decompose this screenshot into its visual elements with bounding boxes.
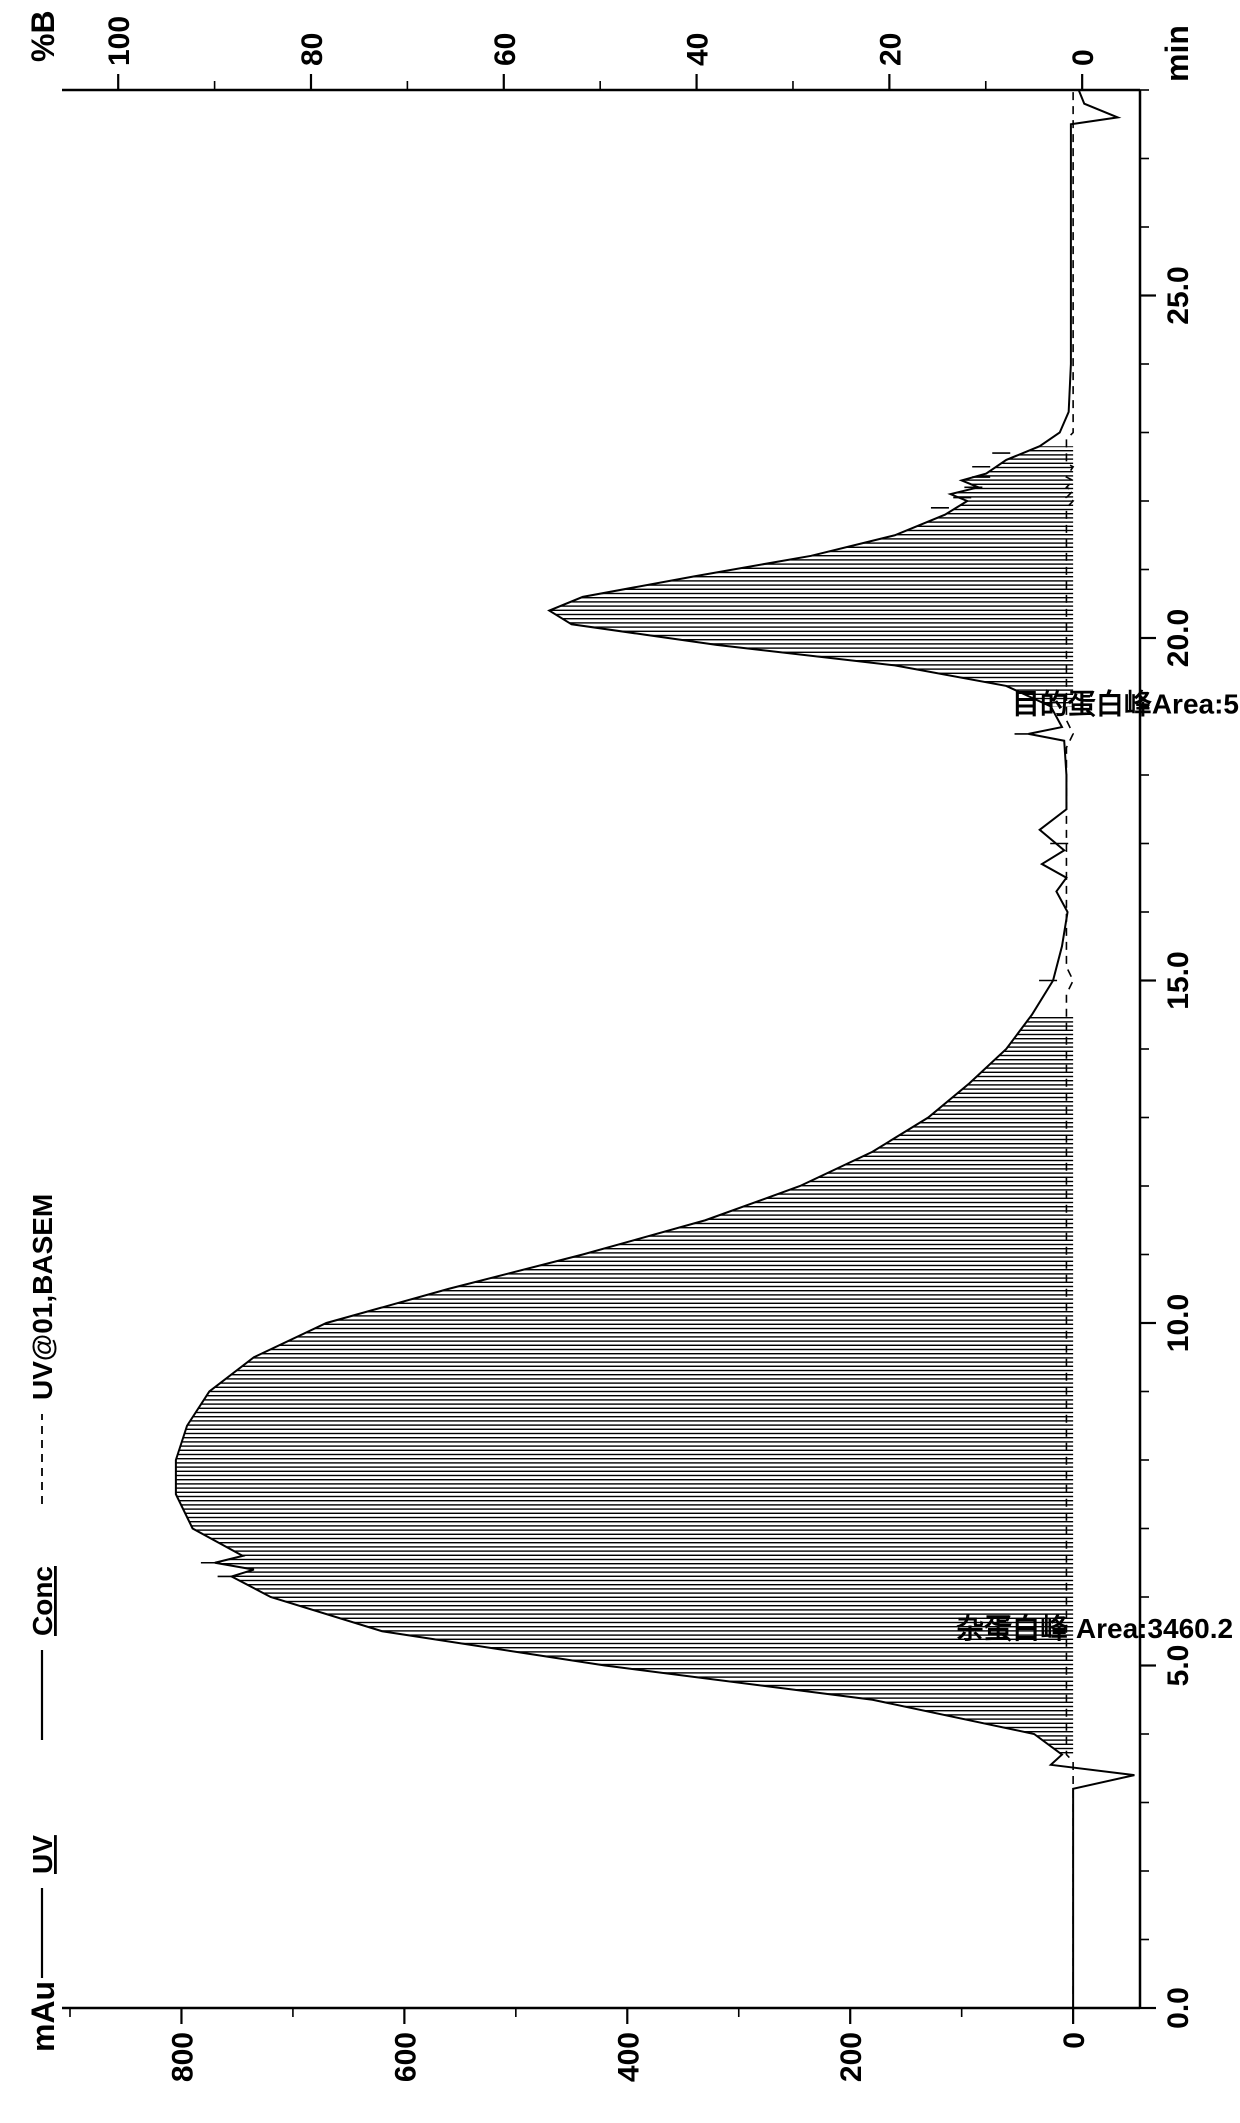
- legend-item: Conc: [27, 1566, 58, 1636]
- legend: UV Conc UV@01,BASEM: [27, 1194, 58, 1978]
- y-right-tick-label: 40: [682, 33, 715, 66]
- x-axis-label: min: [1159, 25, 1195, 82]
- y-left-tick-label: 800: [166, 2032, 199, 2082]
- y-left-tick-label: 200: [835, 2032, 868, 2082]
- y-left-tick-label: 600: [389, 2032, 422, 2082]
- y-right-tick-label: 60: [489, 33, 522, 66]
- chromatogram-chart: 0.05.010.015.020.025.0min0200400600800mA…: [0, 0, 1240, 2123]
- y-left-label: mAu: [25, 1981, 61, 2052]
- y-right-tick-label: 20: [874, 33, 907, 66]
- x-tick-label: 15.0: [1162, 951, 1195, 1009]
- y-left-tick-label: 0: [1058, 2032, 1091, 2049]
- legend-item: UV@01,BASEM: [27, 1194, 58, 1400]
- y-right-tick-label: 80: [296, 33, 329, 66]
- peak-label: 目的蛋白峰Area:560.7: [1012, 687, 1240, 719]
- y-right-tick-label: 0: [1067, 49, 1100, 66]
- legend-item: UV: [27, 1835, 58, 1874]
- x-tick-label: 20.0: [1162, 609, 1195, 667]
- x-tick-label: 5.0: [1162, 1645, 1195, 1687]
- x-tick-label: 25.0: [1162, 266, 1195, 324]
- peak-label: 杂蛋白峰 Area:3460.2: [956, 1612, 1233, 1644]
- x-tick-label: 0.0: [1162, 1987, 1195, 2029]
- x-tick-label: 10.0: [1162, 1294, 1195, 1352]
- y-right-tick-label: 100: [103, 16, 136, 66]
- y-right-label: %B: [25, 10, 61, 62]
- svg-text:目的蛋白峰Area:560.7: 目的蛋白峰Area:560.7: [1012, 687, 1240, 719]
- svg-text:杂蛋白峰 Area:3460.2: 杂蛋白峰 Area:3460.2: [956, 1612, 1233, 1644]
- y-left-tick-label: 400: [612, 2032, 645, 2082]
